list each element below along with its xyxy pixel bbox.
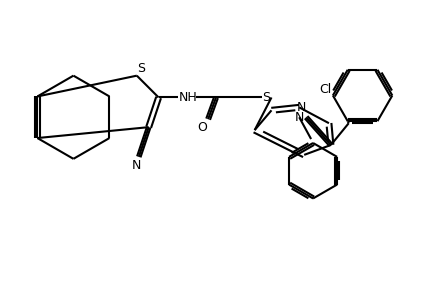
Text: Cl: Cl (318, 83, 330, 96)
Text: N: N (132, 159, 141, 172)
Text: S: S (137, 62, 145, 75)
Text: N: N (294, 111, 303, 124)
Text: NH: NH (179, 91, 197, 104)
Text: N: N (296, 101, 305, 114)
Text: O: O (197, 121, 207, 134)
Text: S: S (262, 91, 270, 104)
